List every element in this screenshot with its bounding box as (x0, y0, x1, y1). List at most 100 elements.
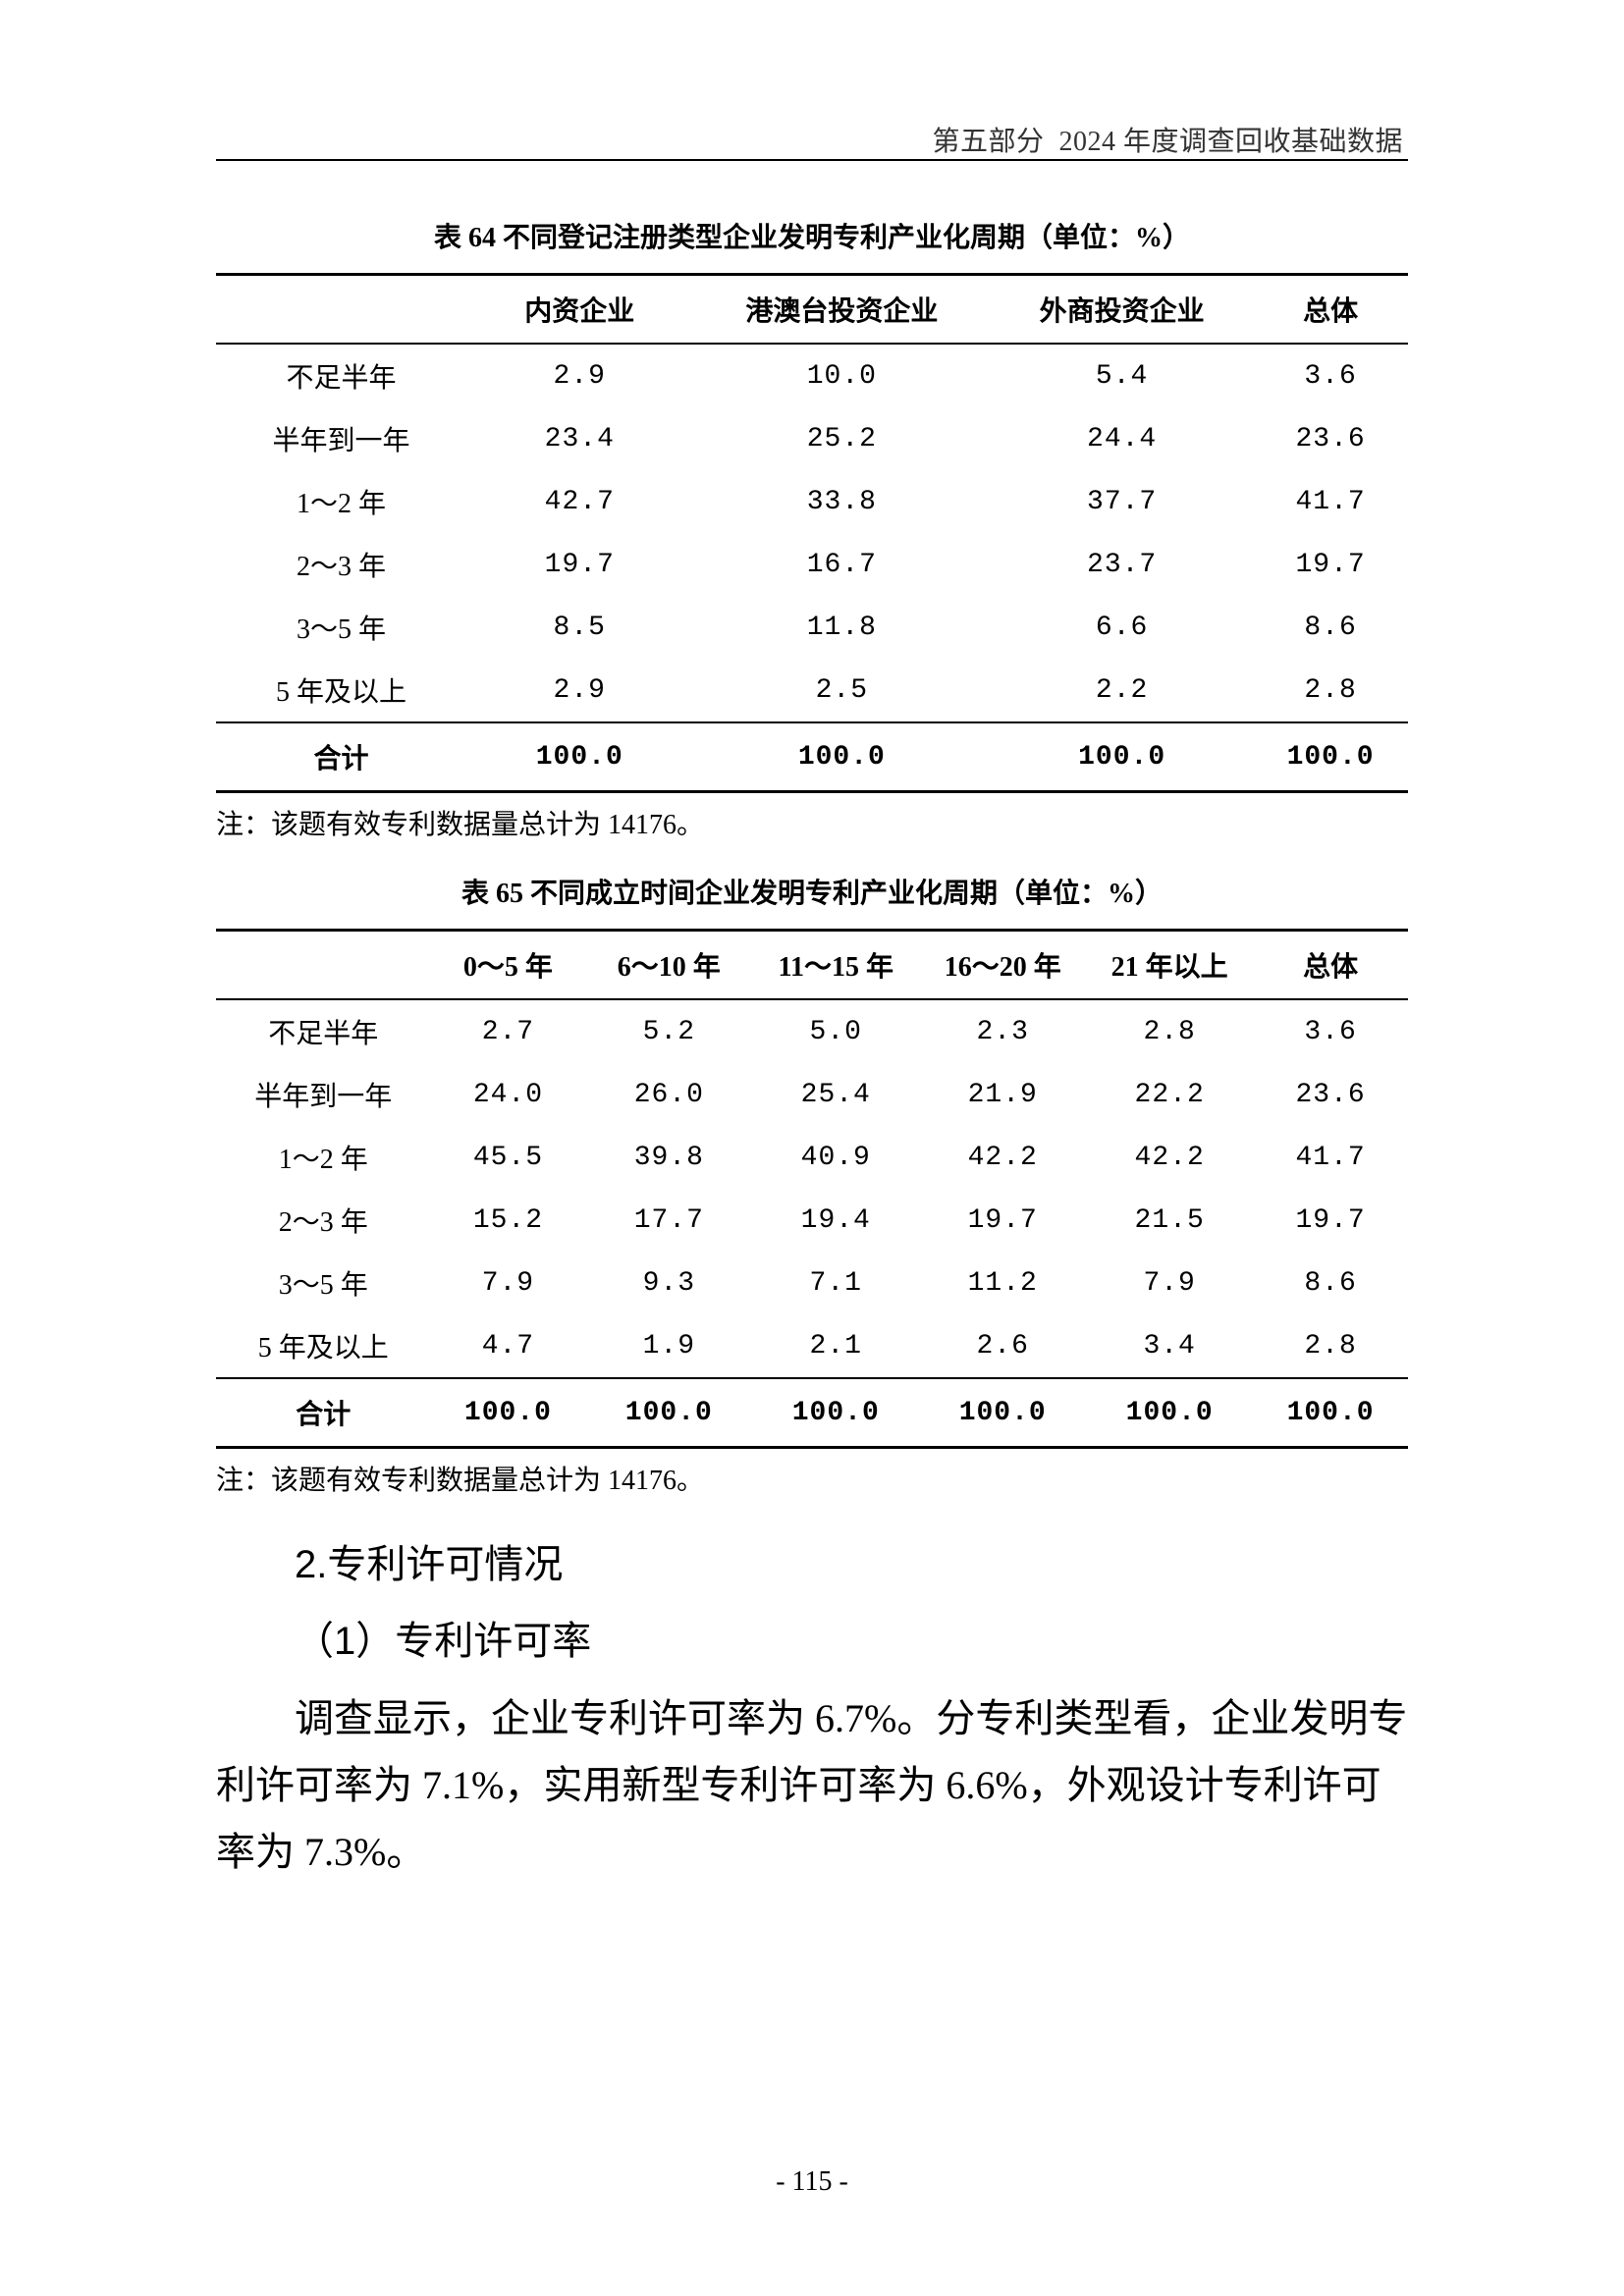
table-cell: 5.4 (991, 344, 1253, 407)
table-cell: 19.7 (1253, 1189, 1408, 1252)
body-paragraph: 调查显示，企业专利许可率为 6.7%。分专利类型看，企业发明专利许可率为 7.1… (216, 1685, 1408, 1886)
table-col-header: 总体 (1253, 275, 1408, 345)
table-cell: 合计 (216, 722, 466, 792)
table-cell: 16.7 (693, 533, 992, 596)
table-cell: 23.7 (991, 533, 1253, 596)
table-cell: 100.0 (585, 1378, 752, 1448)
table-cell: 100.0 (431, 1378, 586, 1448)
table-cell: 100.0 (752, 1378, 919, 1448)
table-cell: 7.9 (1086, 1252, 1253, 1314)
table-cell: 8.6 (1253, 1252, 1408, 1314)
table-cell: 2.6 (919, 1314, 1086, 1378)
table-cell: 2.8 (1253, 659, 1408, 722)
table-cell: 2.8 (1253, 1314, 1408, 1378)
table-row: 5 年及以上4.71.92.12.63.42.8 (216, 1314, 1408, 1378)
table-cell: 100.0 (919, 1378, 1086, 1448)
table-cell: 15.2 (431, 1189, 586, 1252)
table-row: 3～5 年8.511.86.68.6 (216, 596, 1408, 659)
table-cell: 17.7 (585, 1189, 752, 1252)
header-section-label: 第五部分 (932, 127, 1044, 157)
table-cell: 2.3 (919, 999, 1086, 1063)
table-cell: 26.0 (585, 1063, 752, 1126)
table-64-block: 表 64 不同登记注册类型企业发明专利产业化周期（单位：%） 内资企业 港澳台投… (216, 216, 1408, 842)
table-cell: 41.7 (1253, 470, 1408, 533)
table-cell: 10.0 (693, 344, 992, 407)
table-cell: 2.1 (752, 1314, 919, 1378)
table-cell: 2.5 (693, 659, 992, 722)
section-heading: 2.专利许可情况 (295, 1532, 1408, 1589)
table-cell: 9.3 (585, 1252, 752, 1314)
table-cell: 不足半年 (216, 344, 466, 407)
table-cell: 8.5 (466, 596, 693, 659)
table-cell: 3.6 (1253, 999, 1408, 1063)
table-cell: 33.8 (693, 470, 992, 533)
table-cell: 19.4 (752, 1189, 919, 1252)
table-cell: 半年到一年 (216, 1063, 431, 1126)
table-cell: 2.8 (1086, 999, 1253, 1063)
table-cell: 6.6 (991, 596, 1253, 659)
subsection-heading: （1）专利许可率 (295, 1609, 1408, 1666)
table-cell: 45.5 (431, 1126, 586, 1189)
table-cell: 2～3 年 (216, 1189, 431, 1252)
table-cell: 37.7 (991, 470, 1253, 533)
table-row: 不足半年2.75.25.02.32.83.6 (216, 999, 1408, 1063)
table-cell: 7.1 (752, 1252, 919, 1314)
table-total-row: 合计100.0100.0100.0100.0100.0100.0 (216, 1378, 1408, 1448)
table-cell: 5 年及以上 (216, 1314, 431, 1378)
table-cell: 3.4 (1086, 1314, 1253, 1378)
header-section-title: 2024 年度调查回收基础数据 (1058, 127, 1403, 157)
table-header-row: 0～5 年 6～10 年 11～15 年 16～20 年 21 年以上 总体 (216, 931, 1408, 1000)
table-row: 1～2 年42.733.837.741.7 (216, 470, 1408, 533)
table-cell: 100.0 (693, 722, 992, 792)
table-row: 2～3 年19.716.723.719.7 (216, 533, 1408, 596)
table-cell: 100.0 (991, 722, 1253, 792)
table-row: 半年到一年23.425.224.423.6 (216, 407, 1408, 470)
table-col-header: 外商投资企业 (991, 275, 1253, 345)
table-65-block: 表 65 不同成立时间企业发明专利产业化周期（单位：%） 0～5 年 6～10 … (216, 872, 1408, 1498)
table-row: 5 年及以上2.92.52.22.8 (216, 659, 1408, 722)
table-cell: 100.0 (466, 722, 693, 792)
table-col-header: 16～20 年 (919, 931, 1086, 1000)
table-cell: 11.8 (693, 596, 992, 659)
table-cell: 40.9 (752, 1126, 919, 1189)
table-cell: 2.9 (466, 659, 693, 722)
table-col-header: 港澳台投资企业 (693, 275, 992, 345)
table-cell: 24.4 (991, 407, 1253, 470)
table-col-header: 0～5 年 (431, 931, 586, 1000)
table-col-header: 6～10 年 (585, 931, 752, 1000)
table-cell: 25.4 (752, 1063, 919, 1126)
table-cell: 42.2 (1086, 1126, 1253, 1189)
table-cell: 5.2 (585, 999, 752, 1063)
table-cell: 42.7 (466, 470, 693, 533)
table-cell: 21.5 (1086, 1189, 1253, 1252)
table-cell: 2～3 年 (216, 533, 466, 596)
table-header-row: 内资企业 港澳台投资企业 外商投资企业 总体 (216, 275, 1408, 345)
table-cell: 8.6 (1253, 596, 1408, 659)
table-cell: 3.6 (1253, 344, 1408, 407)
table-cell: 24.0 (431, 1063, 586, 1126)
table-64: 内资企业 港澳台投资企业 外商投资企业 总体 不足半年 2.9 10.05.43.6… (216, 273, 1408, 793)
table-row: 半年到一年24.026.025.421.922.223.6 (216, 1063, 1408, 1126)
table-cell: 5.0 (752, 999, 919, 1063)
table-col-header: 21 年以上 (1086, 931, 1253, 1000)
table-total-row: 合计100.0100.0100.0100.0 (216, 722, 1408, 792)
table-cell: 42.2 (919, 1126, 1086, 1189)
table-col-header (216, 931, 431, 1000)
table-cell: 41.7 (1253, 1126, 1408, 1189)
table-cell: 3～5 年 (216, 1252, 431, 1314)
table-cell: 100.0 (1086, 1378, 1253, 1448)
table-cell: 4.7 (431, 1314, 586, 1378)
table-cell: 不足半年 (216, 999, 431, 1063)
table-cell: 1～2 年 (216, 1126, 431, 1189)
header-divider (216, 159, 1408, 161)
table-64-note: 注：该题有效专利数据量总计为 14176。 (216, 803, 1408, 842)
table-col-header: 内资企业 (466, 275, 693, 345)
table-col-header: 11～15 年 (752, 931, 919, 1000)
table-cell: 21.9 (919, 1063, 1086, 1126)
table-cell: 1～2 年 (216, 470, 466, 533)
page-number: - 115 - (0, 2166, 1624, 2198)
table-cell: 1.9 (585, 1314, 752, 1378)
page-content: 表 64 不同登记注册类型企业发明专利产业化周期（单位：%） 内资企业 港澳台投… (0, 0, 1624, 1994)
table-65: 0～5 年 6～10 年 11～15 年 16～20 年 21 年以上 总体 不… (216, 929, 1408, 1449)
table-row: 1～2 年45.539.840.942.242.241.7 (216, 1126, 1408, 1189)
